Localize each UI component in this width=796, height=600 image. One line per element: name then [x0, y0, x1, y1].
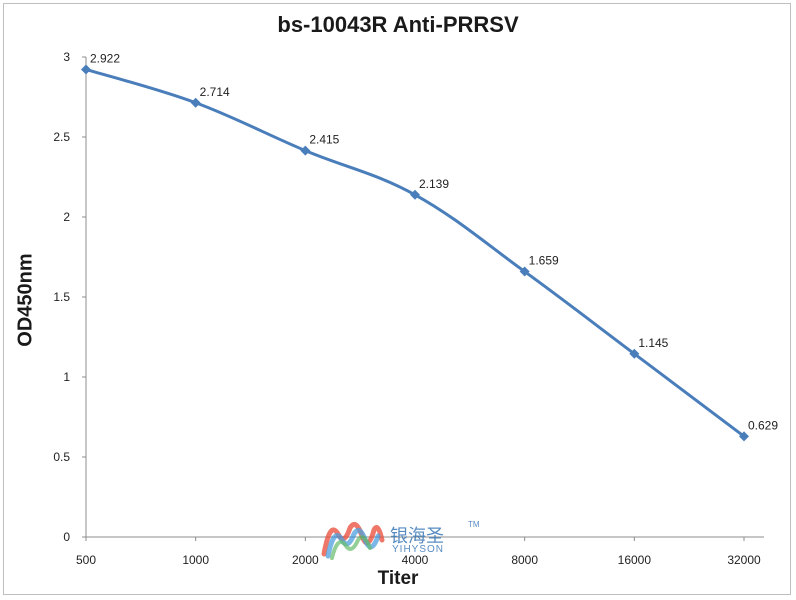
x-axis-label: Titer — [377, 568, 419, 589]
data-label: 2.415 — [309, 133, 339, 147]
data-label: 2.139 — [419, 177, 449, 191]
watermark-brand-en: YIHYSON — [392, 544, 445, 555]
data-point — [410, 189, 420, 200]
data-point — [81, 64, 91, 75]
y-tick-label: 0.5 — [53, 450, 70, 464]
data-point — [629, 348, 640, 359]
data-label: 2.922 — [90, 51, 120, 65]
watermark-trademark: TM — [468, 520, 480, 529]
x-tick-label: 2000 — [292, 553, 319, 567]
x-tick-label: 1000 — [182, 553, 209, 567]
data-point — [519, 266, 530, 277]
y-tick-label: 1 — [63, 370, 70, 384]
y-tick-label: 1.5 — [53, 290, 70, 304]
data-point — [739, 431, 749, 442]
chart-title: bs-10043R Anti-PRRSV — [277, 12, 519, 37]
data-label: 0.629 — [748, 418, 778, 432]
x-tick-label: 8000 — [511, 553, 538, 567]
data-point — [300, 145, 311, 156]
x-tick-label: 32000 — [727, 553, 761, 567]
watermark-brand-cn: 银海圣 — [390, 526, 444, 547]
x-tick-label: 500 — [76, 553, 96, 567]
data-label: 2.714 — [200, 85, 230, 99]
series-line — [85, 68, 745, 438]
data-label: 1.659 — [529, 254, 559, 268]
y-tick-label: 0 — [63, 530, 70, 544]
watermark-logo: 银海圣 TM YIHYSON — [320, 514, 480, 562]
data-point — [190, 97, 201, 108]
x-tick-label: 16000 — [618, 553, 652, 567]
y-tick-label: 3 — [63, 50, 70, 64]
y-tick-label: 2.5 — [53, 130, 70, 144]
brand-logo-icon — [321, 521, 385, 560]
chart-frame — [3, 3, 791, 595]
data-label: 1.145 — [638, 336, 668, 350]
x-tick-label: 4000 — [402, 553, 429, 567]
y-tick-label: 2 — [63, 210, 70, 224]
